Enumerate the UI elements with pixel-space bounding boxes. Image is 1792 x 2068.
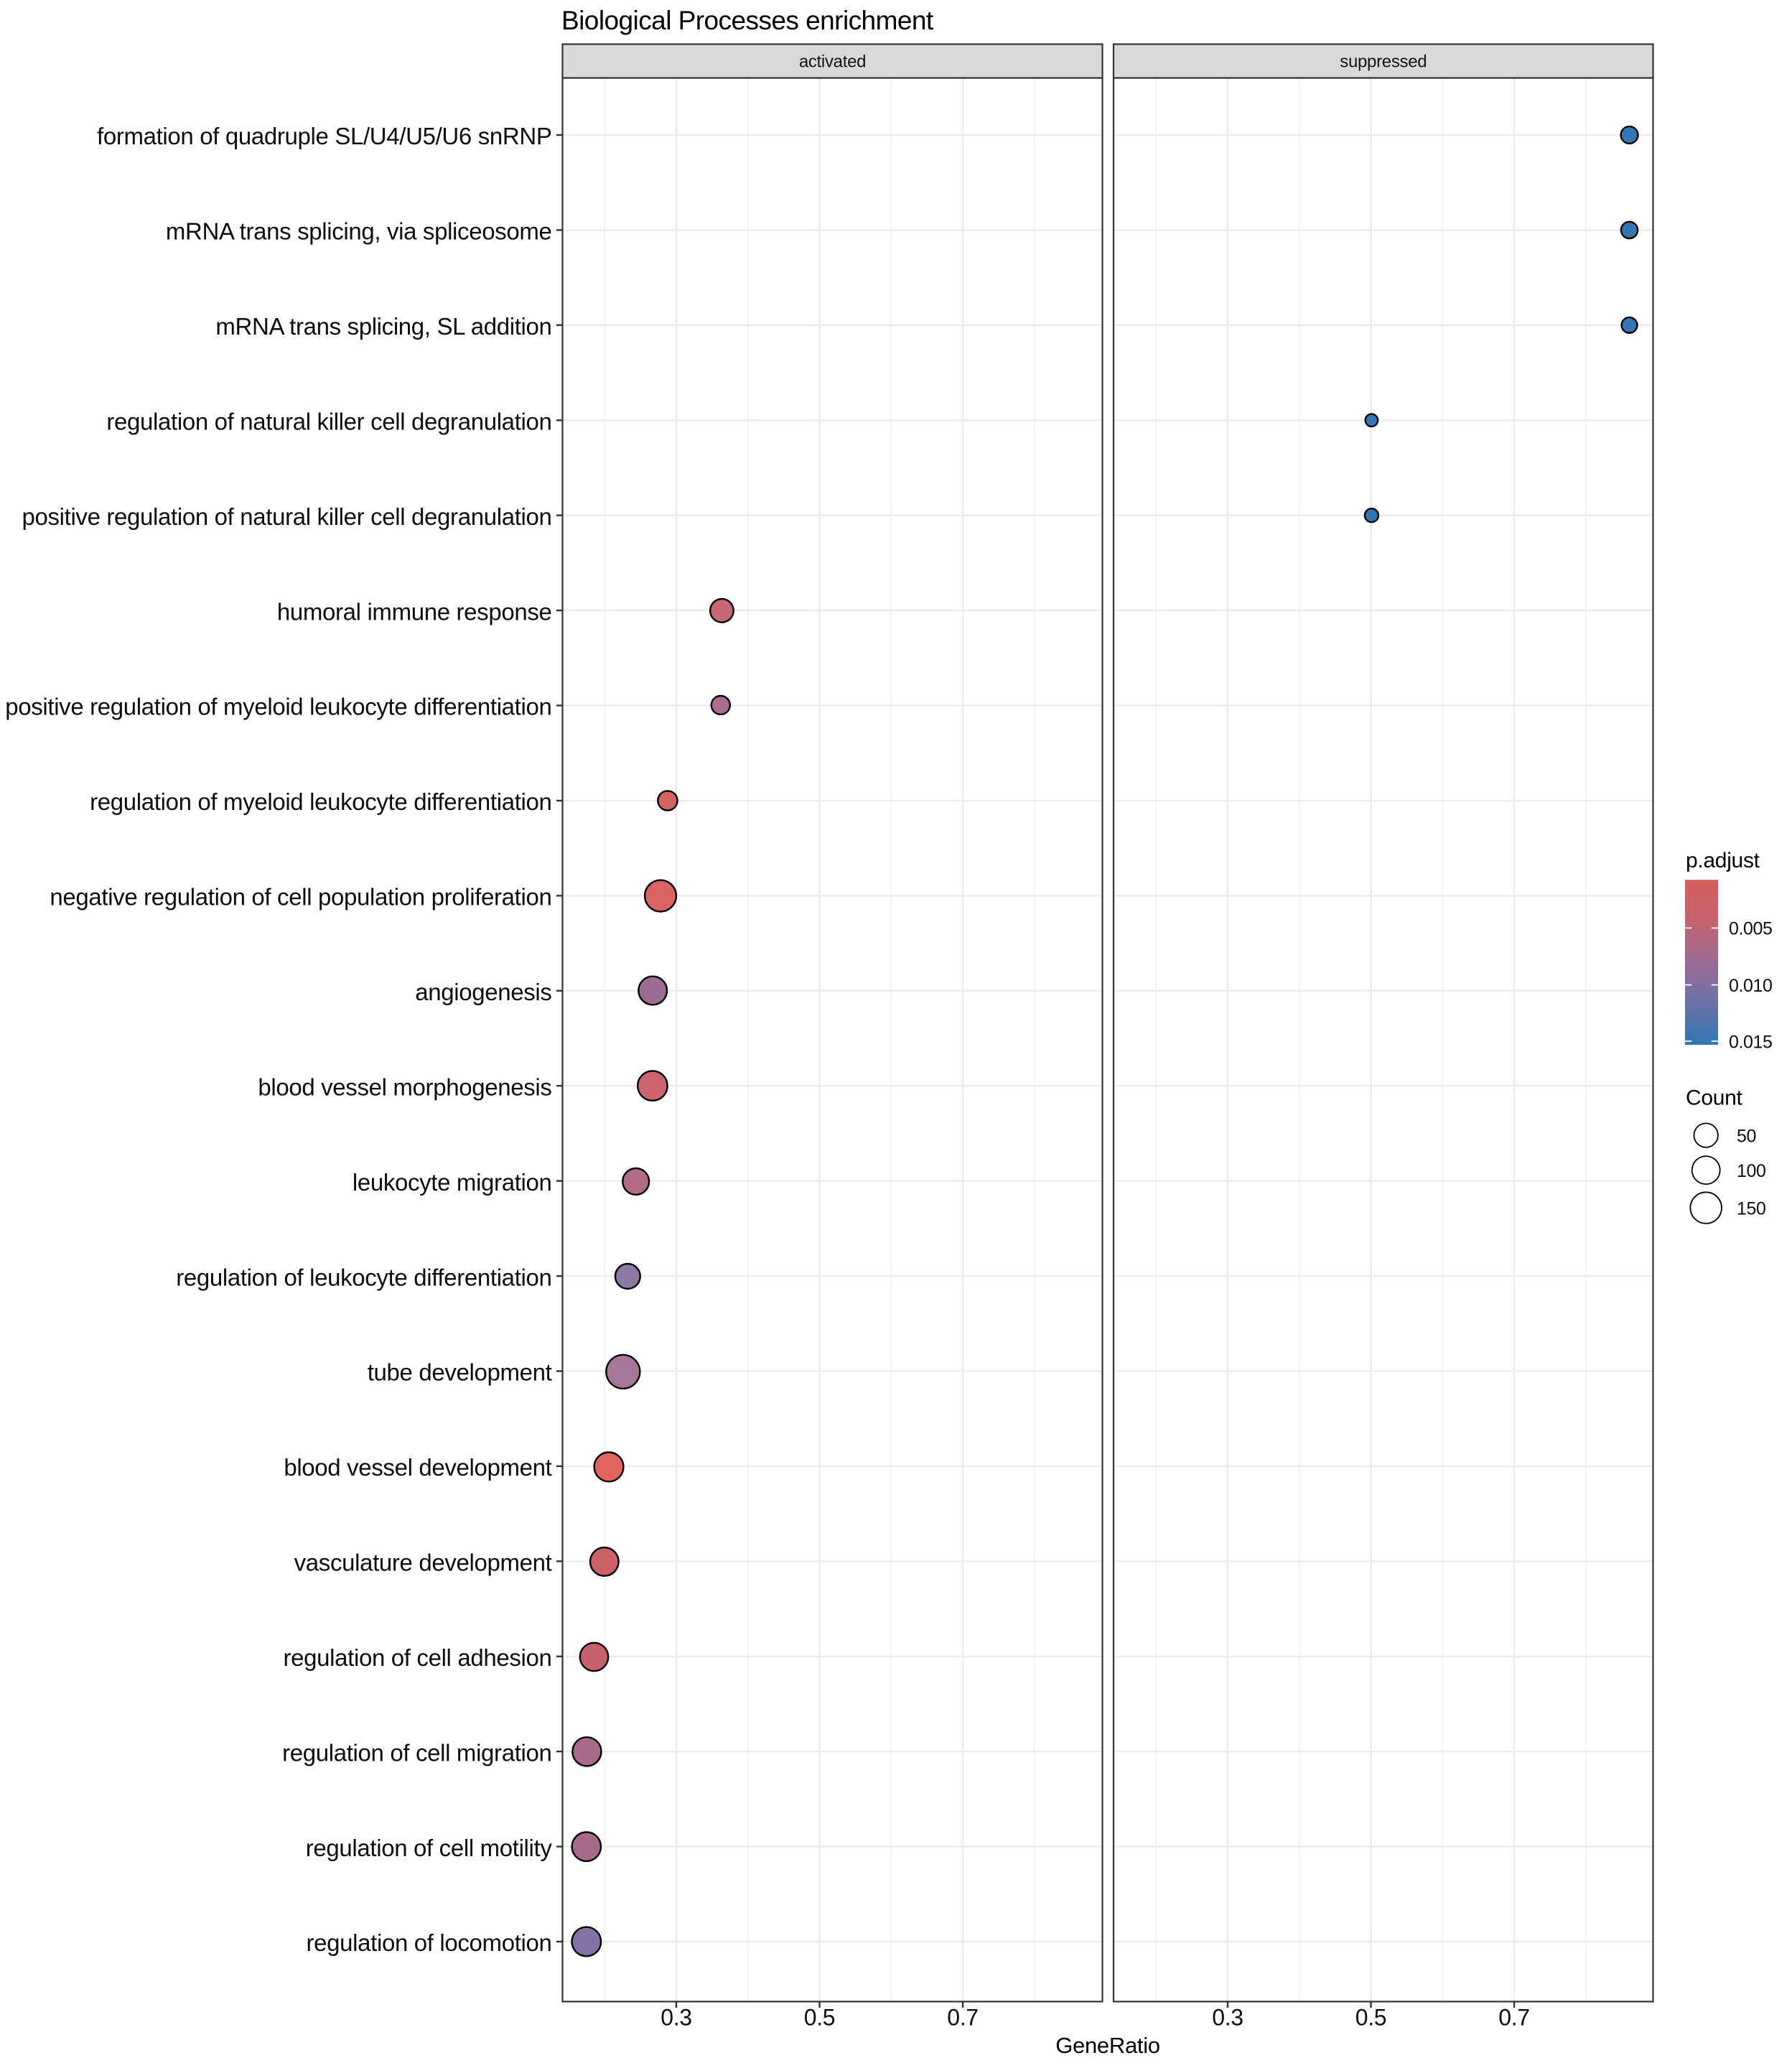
svg-text:regulation of natural killer c: regulation of natural killer cell degran… [106,409,551,435]
svg-text:vasculature development: vasculature development [294,1550,552,1576]
svg-text:0.005: 0.005 [1729,919,1773,939]
svg-text:0.7: 0.7 [1498,2005,1530,2031]
svg-text:positive regulation of natural: positive regulation of natural killer ce… [22,503,551,530]
svg-text:positive regulation of myeloid: positive regulation of myeloid leukocyte… [5,694,551,720]
svg-text:0.010: 0.010 [1729,976,1773,996]
svg-text:angiogenesis: angiogenesis [415,979,551,1005]
svg-text:regulation of cell migration: regulation of cell migration [282,1739,551,1766]
svg-text:regulation of myeloid leukocyt: regulation of myeloid leukocyte differen… [90,788,551,815]
svg-text:humoral immune response: humoral immune response [277,598,552,625]
svg-text:0.5: 0.5 [1355,2005,1387,2031]
svg-text:regulation of cell adhesion: regulation of cell adhesion [284,1644,552,1671]
svg-text:mRNA trans splicing, via splic: mRNA trans splicing, via spliceosome [166,218,552,245]
svg-text:0.3: 0.3 [661,2005,692,2031]
svg-text:Biological Processes enrichmen: Biological Processes enrichment [561,6,934,35]
svg-text:formation of quadruple SL/U4/U: formation of quadruple SL/U4/U5/U6 snRNP [97,123,552,149]
svg-text:0.5: 0.5 [804,2005,836,2031]
svg-text:50: 50 [1737,1126,1756,1146]
svg-text:blood vessel development: blood vessel development [284,1454,551,1481]
svg-text:regulation of cell motility: regulation of cell motility [306,1835,553,1861]
svg-text:mRNA trans splicing, SL additi: mRNA trans splicing, SL addition [215,313,551,340]
svg-text:0.015: 0.015 [1729,1032,1773,1052]
svg-text:150: 150 [1737,1198,1766,1219]
svg-text:0.7: 0.7 [947,2005,979,2031]
svg-text:0.3: 0.3 [1212,2005,1243,2031]
svg-text:tube development: tube development [368,1359,552,1386]
svg-text:activated: activated [799,52,866,72]
svg-text:suppressed: suppressed [1340,52,1427,72]
svg-text:Count: Count [1686,1086,1743,1109]
svg-text:regulation of leukocyte differ: regulation of leukocyte differentiation [176,1264,551,1290]
svg-text:p.adjust: p.adjust [1686,849,1760,872]
svg-text:negative regulation of cell po: negative regulation of cell population p… [50,884,551,910]
svg-text:GeneRatio: GeneRatio [1055,2033,1160,2058]
svg-text:blood vessel morphogenesis: blood vessel morphogenesis [258,1073,551,1100]
svg-text:100: 100 [1737,1161,1766,1181]
svg-text:regulation of locomotion: regulation of locomotion [307,1929,552,1956]
svg-text:leukocyte migration: leukocyte migration [353,1169,552,1196]
